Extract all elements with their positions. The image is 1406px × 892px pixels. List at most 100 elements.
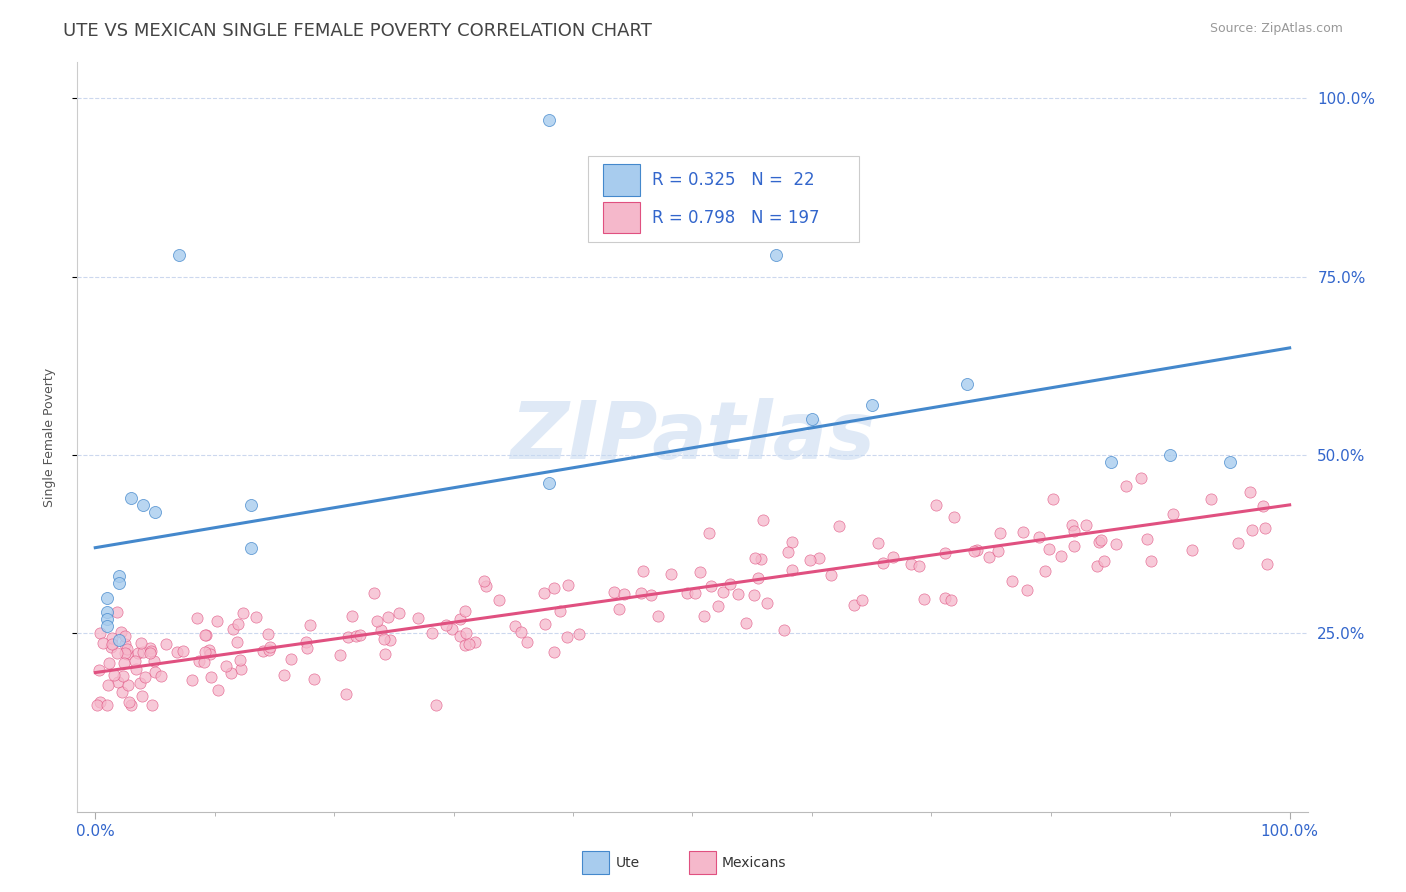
Point	[194, 628, 217, 642]
Point	[568, 627, 591, 641]
Point	[193, 628, 215, 642]
Point	[132, 498, 155, 512]
FancyBboxPatch shape	[588, 156, 859, 243]
Point	[956, 376, 979, 391]
Point	[776, 544, 799, 558]
Point	[613, 587, 636, 601]
Point	[108, 576, 131, 591]
Point	[100, 637, 122, 651]
Point	[98, 656, 121, 670]
Point	[647, 608, 669, 623]
Point	[294, 634, 316, 648]
Point	[141, 698, 163, 712]
FancyBboxPatch shape	[603, 202, 640, 234]
Point	[329, 648, 352, 662]
Point	[298, 618, 321, 632]
Point	[752, 513, 775, 527]
Point	[1199, 491, 1222, 506]
Point	[91, 636, 114, 650]
Point	[1038, 541, 1060, 556]
Point	[114, 629, 136, 643]
Point	[711, 585, 734, 599]
Point	[105, 646, 128, 660]
Point	[207, 614, 229, 628]
Point	[117, 647, 139, 661]
Point	[844, 598, 866, 612]
Point	[108, 569, 131, 583]
Point	[239, 541, 262, 555]
Point	[167, 248, 190, 262]
Point	[1062, 518, 1084, 533]
Point	[979, 549, 1001, 564]
Point	[134, 670, 156, 684]
Point	[472, 574, 495, 588]
Point	[228, 653, 250, 667]
Point	[602, 585, 624, 599]
Point	[1012, 525, 1035, 540]
Point	[222, 623, 245, 637]
FancyBboxPatch shape	[603, 164, 640, 196]
Point	[363, 586, 385, 600]
Point	[1085, 558, 1108, 573]
Point	[215, 659, 238, 673]
Point	[1049, 549, 1071, 563]
Point	[120, 698, 142, 712]
Text: Source: ZipAtlas.com: Source: ZipAtlas.com	[1209, 22, 1343, 36]
Point	[749, 552, 772, 566]
Point	[420, 626, 443, 640]
Point	[100, 640, 122, 654]
Point	[827, 519, 849, 533]
Point	[557, 578, 579, 592]
Point	[860, 398, 883, 412]
Point	[273, 667, 295, 681]
Point	[89, 695, 111, 709]
Point	[259, 640, 281, 654]
Point	[943, 510, 966, 524]
Point	[1001, 574, 1024, 588]
Point	[366, 614, 388, 628]
Point	[1028, 530, 1050, 544]
Point	[454, 638, 477, 652]
FancyBboxPatch shape	[689, 852, 716, 874]
Point	[335, 687, 357, 701]
Point	[114, 637, 136, 651]
Point	[200, 670, 222, 684]
Point	[744, 551, 766, 566]
Point	[434, 617, 457, 632]
Point	[96, 612, 118, 626]
Point	[700, 579, 723, 593]
Point	[1159, 448, 1181, 462]
Point	[96, 605, 118, 619]
Point	[252, 643, 274, 657]
Point	[370, 623, 392, 637]
Point	[488, 593, 510, 607]
Point	[449, 612, 471, 626]
Point	[555, 631, 578, 645]
Point	[988, 525, 1011, 540]
Point	[464, 634, 486, 648]
Text: R = 0.325   N =  22: R = 0.325 N = 22	[652, 171, 814, 189]
Point	[872, 557, 894, 571]
Point	[1015, 583, 1038, 598]
Point	[107, 674, 129, 689]
Point	[1161, 507, 1184, 521]
Point	[180, 673, 202, 687]
Point	[380, 632, 402, 647]
Point	[96, 619, 118, 633]
Point	[107, 605, 129, 619]
Point	[808, 551, 831, 566]
Point	[257, 643, 280, 657]
Point	[138, 641, 160, 656]
Point	[550, 604, 572, 618]
Point	[257, 627, 280, 641]
Point	[780, 563, 803, 577]
Point	[1074, 518, 1097, 533]
Point	[742, 588, 765, 602]
Point	[1251, 499, 1274, 513]
Point	[765, 248, 787, 262]
Point	[1063, 524, 1085, 538]
Point	[800, 412, 823, 426]
Point	[907, 559, 929, 574]
Point	[1090, 533, 1112, 547]
Point	[229, 662, 252, 676]
